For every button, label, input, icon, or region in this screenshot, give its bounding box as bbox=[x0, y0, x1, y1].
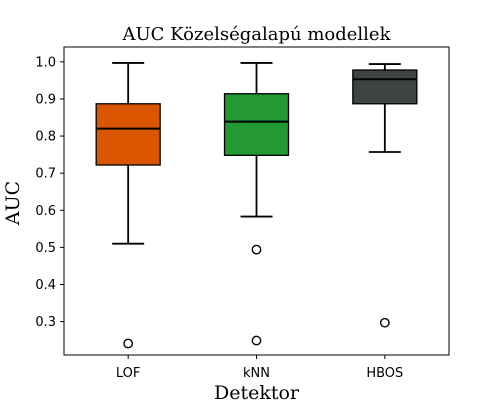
y-tick-label: 0.6 bbox=[35, 204, 56, 219]
chart-title: AUC Közelségalapú modellek bbox=[122, 24, 392, 45]
y-tick-label: 0.8 bbox=[35, 130, 56, 145]
y-tick-label: 0.5 bbox=[35, 241, 56, 256]
x-tick-label: LOF bbox=[116, 366, 141, 381]
outlier-point bbox=[251, 244, 262, 255]
x-tick-label: HBOS bbox=[366, 366, 403, 381]
outlier-point bbox=[123, 338, 134, 349]
y-axis-ticks: 0.3 0.4 0.5 0.6 0.7 0.8 0.9 1.0 bbox=[35, 55, 64, 330]
outlier-point bbox=[251, 335, 262, 346]
y-tick-label: 0.7 bbox=[35, 167, 56, 182]
x-tick-label: kNN bbox=[243, 366, 270, 381]
box-iqr bbox=[95, 103, 161, 166]
box-iqr bbox=[223, 93, 290, 157]
y-axis-label: AUC bbox=[2, 181, 24, 226]
box-group-knn bbox=[223, 62, 290, 346]
box-group-hbos bbox=[352, 63, 418, 328]
box-series bbox=[95, 62, 418, 349]
plot-area: 0.3 0.4 0.5 0.6 0.7 0.8 0.9 1.0 LOF kNN HBOS bbox=[35, 46, 450, 381]
x-axis-label: Detektor bbox=[214, 382, 300, 400]
box-group-lof bbox=[95, 62, 161, 349]
box-iqr bbox=[352, 69, 418, 105]
x-axis-ticks: LOF kNN HBOS bbox=[116, 355, 403, 381]
y-tick-label: 0.9 bbox=[35, 92, 56, 107]
y-tick-label: 1.0 bbox=[35, 55, 56, 70]
y-tick-label: 0.3 bbox=[35, 315, 56, 330]
y-tick-label: 0.4 bbox=[35, 278, 56, 293]
outlier-point bbox=[379, 317, 390, 328]
